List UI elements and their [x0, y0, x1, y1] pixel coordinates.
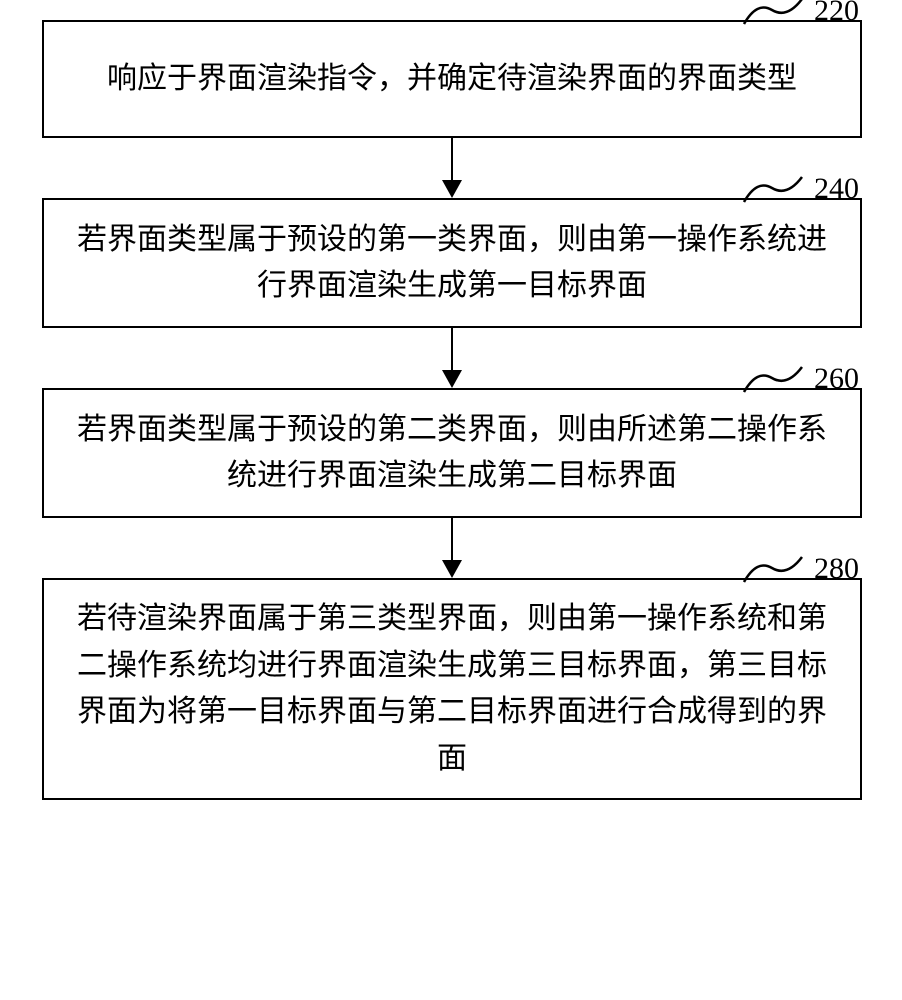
arrow-head-icon	[442, 180, 462, 198]
flowchart-step-1: 220 响应于界面渲染指令，并确定待渲染界面的界面类型	[42, 20, 862, 138]
label-connector-4	[742, 554, 804, 584]
arrow-1	[42, 138, 862, 198]
arrow-3	[42, 518, 862, 578]
arrow-line	[451, 328, 454, 372]
step-text-1: 响应于界面渲染指令，并确定待渲染界面的界面类型	[107, 56, 797, 103]
label-connector-3	[742, 364, 804, 394]
arrow-line	[451, 518, 454, 562]
step-text-3: 若界面类型属于预设的第二类界面，则由所述第二操作系统进行界面渲染生成第二目标界面	[74, 407, 830, 500]
arrow-2	[42, 328, 862, 388]
arrow-head-icon	[442, 560, 462, 578]
step-label-1: 220	[814, 0, 859, 28]
arrow-line	[451, 138, 454, 182]
step-label-2: 240	[814, 172, 859, 206]
flowchart-step-3: 260 若界面类型属于预设的第二类界面，则由所述第二操作系统进行界面渲染生成第二…	[42, 388, 862, 518]
label-connector-1	[742, 0, 804, 26]
flowchart-step-2: 240 若界面类型属于预设的第一类界面，则由第一操作系统进行界面渲染生成第一目标…	[42, 198, 862, 328]
step-text-4: 若待渲染界面属于第三类型界面，则由第一操作系统和第二操作系统均进行界面渲染生成第…	[74, 596, 830, 782]
step-label-4: 280	[814, 552, 859, 586]
arrow-head-icon	[442, 370, 462, 388]
step-text-2: 若界面类型属于预设的第一类界面，则由第一操作系统进行界面渲染生成第一目标界面	[74, 217, 830, 310]
label-connector-2	[742, 174, 804, 204]
flowchart-container: 220 响应于界面渲染指令，并确定待渲染界面的界面类型 240 若界面类型属于预…	[42, 20, 862, 800]
flowchart-step-4: 280 若待渲染界面属于第三类型界面，则由第一操作系统和第二操作系统均进行界面渲…	[42, 578, 862, 800]
step-label-3: 260	[814, 362, 859, 396]
